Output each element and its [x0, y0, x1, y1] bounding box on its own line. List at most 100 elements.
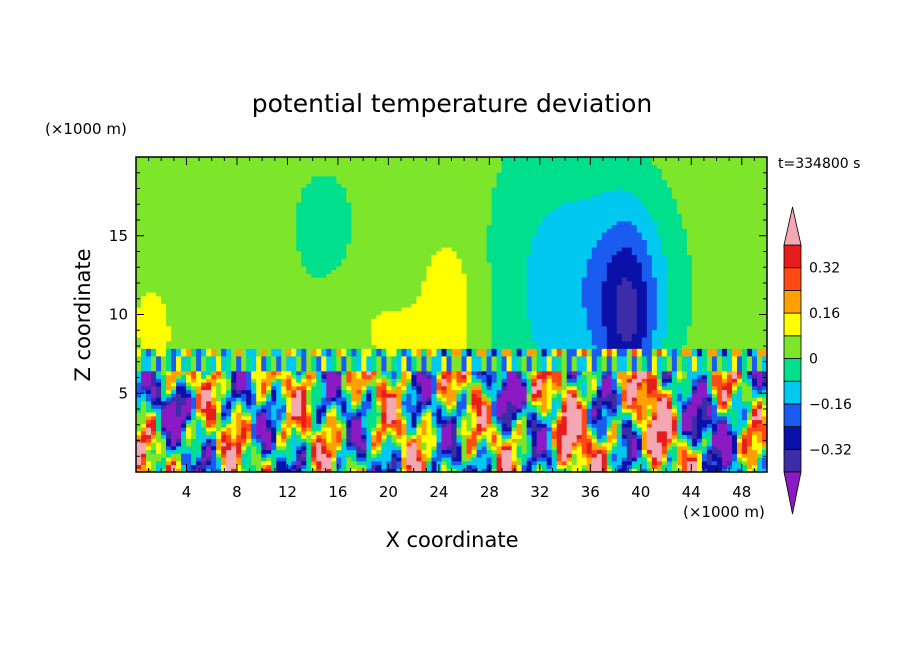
field-cell	[531, 400, 538, 406]
field-cell	[706, 348, 713, 353]
field-cell	[576, 419, 583, 424]
field-cell	[136, 408, 142, 413]
field-cell	[321, 385, 327, 391]
field-cell	[551, 352, 558, 357]
field-cell	[536, 430, 543, 436]
field-cell	[491, 352, 498, 357]
field-cell	[471, 374, 478, 379]
field-cell	[236, 359, 242, 364]
field-cell	[181, 355, 187, 361]
field-cell	[396, 449, 403, 454]
field-cell	[651, 442, 658, 447]
field-cell	[471, 344, 478, 349]
field-cell	[746, 457, 753, 462]
field-cell	[241, 423, 247, 428]
field-cell	[466, 363, 473, 368]
field-cell	[206, 370, 212, 376]
field-cell	[221, 378, 227, 383]
field-cell	[601, 382, 608, 387]
field-cell	[356, 449, 362, 454]
field-cell	[356, 352, 362, 357]
field-cell	[366, 464, 372, 469]
field-cell	[531, 412, 538, 417]
field-cell	[231, 367, 237, 372]
field-cell	[561, 352, 568, 357]
field-cell	[281, 385, 287, 391]
field-cell	[701, 464, 708, 469]
field-cell	[591, 442, 598, 447]
field-cell	[276, 419, 282, 424]
field-cell	[406, 464, 413, 469]
field-cell	[606, 438, 613, 443]
field-cell	[416, 408, 423, 413]
field-cell	[351, 367, 357, 372]
field-cell	[376, 460, 382, 466]
field-cell	[686, 363, 693, 368]
field-cell	[336, 449, 342, 454]
field-cell	[196, 430, 202, 436]
field-cell	[281, 453, 287, 458]
field-cell	[526, 333, 533, 338]
field-cell	[636, 397, 643, 402]
field-cell	[431, 449, 438, 454]
field-cell	[301, 427, 307, 432]
field-cell	[521, 348, 528, 353]
field-cell	[151, 400, 157, 406]
field-cell	[256, 363, 262, 368]
field-cell	[721, 408, 728, 413]
field-cell	[286, 453, 292, 458]
field-cell	[386, 322, 393, 327]
field-cell	[381, 352, 387, 357]
field-cell	[661, 460, 668, 466]
field-cell	[751, 408, 758, 413]
field-cell	[221, 352, 227, 357]
field-cell	[421, 370, 428, 376]
field-cell	[611, 352, 618, 357]
field-cell	[746, 355, 753, 361]
field-cell	[311, 434, 317, 439]
field-cell	[451, 427, 458, 432]
field-cell	[721, 385, 728, 391]
field-cell	[691, 389, 698, 394]
field-cell	[706, 344, 713, 349]
field-cell	[451, 423, 458, 428]
field-cell	[386, 404, 393, 409]
field-cell	[506, 359, 513, 364]
field-cell	[641, 423, 648, 428]
field-cell	[721, 367, 728, 372]
field-cell	[741, 460, 748, 466]
field-cell	[316, 329, 322, 334]
field-cell	[396, 400, 403, 406]
field-cell	[691, 363, 698, 368]
field-cell	[476, 322, 483, 327]
field-cell	[361, 408, 367, 413]
field-cell	[416, 404, 423, 409]
field-cell	[416, 400, 423, 406]
field-cell	[241, 359, 247, 364]
field-cell	[531, 404, 538, 409]
field-cell	[326, 445, 332, 451]
field-cell	[426, 382, 433, 387]
field-cell	[496, 367, 503, 372]
field-cell	[306, 382, 312, 387]
field-cell	[246, 453, 252, 458]
field-cell	[681, 453, 688, 458]
field-cell	[646, 468, 653, 472]
field-cell	[206, 389, 212, 394]
field-cell	[661, 385, 668, 391]
field-cell	[451, 382, 458, 387]
field-cell	[406, 412, 413, 417]
field-cell	[161, 382, 167, 387]
field-cell	[686, 382, 693, 387]
field-cell	[156, 427, 162, 432]
field-cell	[411, 404, 418, 409]
field-cell	[511, 389, 518, 394]
field-cell	[411, 468, 418, 472]
field-cell	[556, 445, 563, 451]
field-cell	[416, 427, 423, 432]
field-cell	[336, 359, 342, 364]
field-cell	[641, 329, 648, 334]
field-cell	[161, 378, 167, 383]
field-cell	[681, 408, 688, 413]
field-cell	[716, 348, 723, 353]
